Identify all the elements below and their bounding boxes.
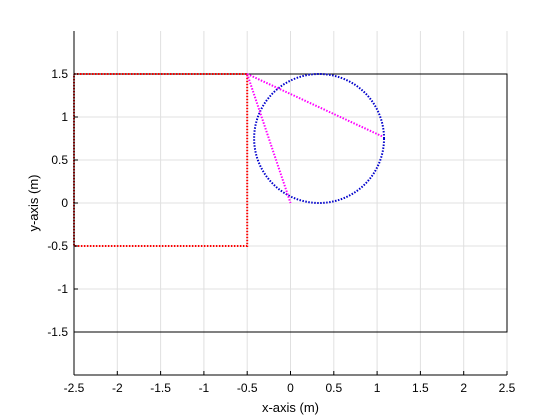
y-tick-label: 0.5: [51, 153, 68, 167]
x-tick-labels: -2.5 -2 -1.5 -1 -0.5 0 0.5 1 1.5 2 2.5: [64, 381, 516, 395]
y-tick-label: 1: [61, 110, 68, 124]
x-tick-label: 0: [287, 381, 294, 395]
series-4-line: [246, 73, 384, 138]
x-tick-label: 0.5: [325, 381, 342, 395]
y-axis-label: y-axis (m): [26, 174, 41, 231]
y-tick-label: -1: [57, 282, 68, 296]
x-tick-label: 2: [460, 381, 467, 395]
y-tick-label: 0: [61, 196, 68, 210]
x-tick-label: -1.5: [150, 381, 171, 395]
x-tick-label: 1: [374, 381, 381, 395]
y-tick-label: -1.5: [47, 325, 68, 339]
x-tick-label: -1: [199, 381, 210, 395]
x-tick-label: 2.5: [499, 381, 516, 395]
x-tick-label: -0.5: [237, 381, 258, 395]
x-tick-label: -2: [112, 381, 123, 395]
x-tick-label: 1.5: [412, 381, 429, 395]
y-tick-label: -0.5: [47, 239, 68, 253]
series-1-line: [73, 73, 249, 247]
x-axis-label: x-axis (m): [262, 400, 319, 415]
axes-layer: [73, 31, 508, 376]
series-3-line: [246, 73, 292, 204]
x-tick-label: -2.5: [64, 381, 85, 395]
y-tick-labels: -1.5 -1 -0.5 0 0.5 1 1.5: [47, 67, 68, 339]
series-2-circle: [253, 73, 386, 204]
y-tick-label: 1.5: [51, 67, 68, 81]
